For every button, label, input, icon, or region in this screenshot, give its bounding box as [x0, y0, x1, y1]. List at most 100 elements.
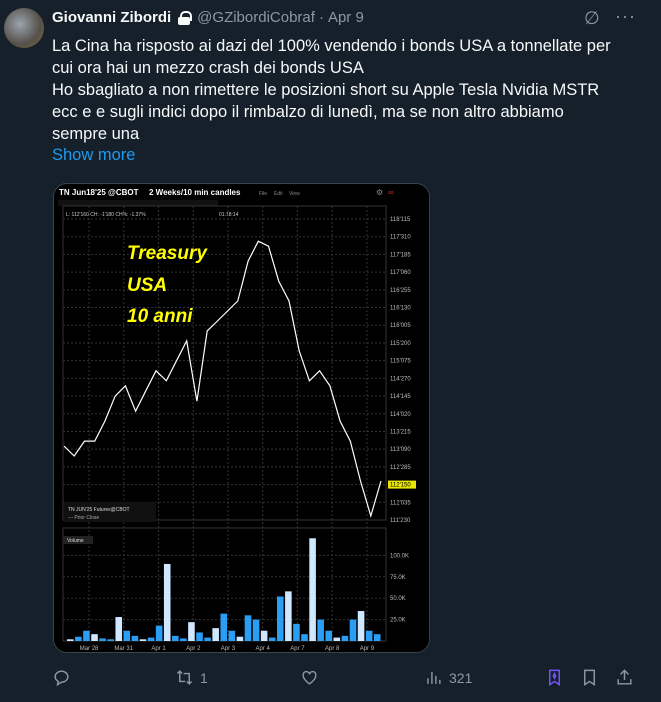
volume-bar — [244, 615, 252, 641]
chart-time: 01:18:14 — [219, 212, 239, 218]
chart-timeframe[interactable]: 2 Weeks/10 min candles — [149, 188, 241, 197]
volume-bar — [293, 623, 300, 641]
chart-info: L: 112'160 CH: -1'180 CH%: -1.37% — [66, 212, 146, 218]
price-tick-label: 117'060 — [390, 270, 411, 276]
link-icon[interactable]: ∞ — [388, 188, 394, 197]
settings-icon[interactable]: ⚙ — [376, 188, 383, 197]
volume-bar — [260, 630, 268, 641]
volume-bar — [349, 619, 357, 641]
volume-bar — [325, 630, 333, 641]
tweet-text: La Cina ha risposto ai dazi del 100% ven… — [52, 35, 642, 145]
avatar[interactable] — [4, 8, 44, 48]
volume-bar — [99, 638, 106, 641]
chart-toolbar[interactable] — [58, 200, 218, 206]
volume-bar — [107, 639, 114, 641]
tweet-actions: 1 321 — [0, 668, 661, 692]
chart-symbol[interactable]: TN Jun18'25 @CBOT — [59, 188, 139, 197]
heart-icon — [302, 670, 317, 685]
volume-bar — [131, 635, 139, 641]
volume-bar — [155, 625, 163, 641]
volume-bar — [268, 637, 276, 641]
volume-bar — [180, 638, 187, 641]
views-count: 321 — [449, 669, 473, 686]
volume-tick-label: 25.0K — [390, 618, 406, 624]
chart-image[interactable]: TN Jun18'25 @CBOT 2 Weeks/10 min candles… — [53, 183, 430, 653]
legend-prior-close: --- Prior Close — [68, 515, 99, 521]
volume-bar — [236, 636, 244, 641]
volume-bar — [277, 596, 284, 641]
volume-bar — [228, 630, 236, 641]
volume-bar — [357, 611, 365, 641]
views-button[interactable]: 321 — [424, 668, 472, 687]
reply-icon — [54, 670, 69, 687]
x-tick-label: Apr 1 — [151, 646, 166, 652]
price-tick-label: 115'200 — [390, 341, 411, 347]
lock-icon — [178, 10, 193, 25]
tweet-line: sempre una — [52, 125, 140, 143]
tweet-line: La Cina ha risposto ai dazi del 100% ven… — [52, 37, 611, 55]
volume-bar — [67, 639, 74, 641]
grok-icon[interactable]: ∅ — [584, 8, 600, 28]
menu-view[interactable]: View — [289, 191, 300, 197]
volume-bar — [139, 639, 147, 641]
x-tick-label: Apr 8 — [325, 646, 340, 652]
volume-bar — [252, 619, 260, 641]
volume-bar — [333, 637, 341, 641]
share-button[interactable] — [615, 668, 634, 687]
x-tick-label: Apr 7 — [290, 646, 305, 652]
price-tick-label: 112'285 — [390, 465, 411, 471]
show-more-link[interactable]: Show more — [52, 146, 136, 164]
volume-bar — [301, 634, 308, 641]
menu-file[interactable]: File — [259, 191, 267, 197]
more-options-icon[interactable]: ··· — [615, 6, 636, 26]
retweet-icon — [176, 670, 193, 685]
retweet-count: 1 — [200, 669, 208, 686]
chart-legend — [64, 502, 156, 522]
volume-label: Volume — [67, 538, 84, 544]
x-tick-label: Apr 3 — [221, 646, 236, 652]
price-line — [63, 240, 382, 519]
price-tick-label: 118'115 — [390, 217, 411, 223]
bookmark-icon — [584, 669, 595, 686]
price-tick-label: 116'255 — [390, 288, 411, 294]
views-icon — [427, 671, 441, 684]
price-tick-label: 117'310 — [390, 235, 411, 241]
price-tick-label: 117'185 — [390, 252, 411, 258]
volume-tick-label: 75.0K — [390, 575, 406, 581]
legend-title: TN JUN'25 Futures@CBOT — [68, 507, 130, 513]
price-tick-label: 114'270 — [390, 376, 411, 382]
annotation-line: 10 anni — [127, 306, 193, 327]
price-tick-label: 114'145 — [390, 394, 411, 400]
volume-bar — [373, 634, 381, 641]
grok-bookmark-icon — [549, 669, 560, 686]
volume-bar — [220, 613, 228, 641]
volume-bar — [75, 636, 82, 641]
x-tick-label: Mar 31 — [114, 646, 133, 652]
price-tick-label: 114'020 — [390, 412, 411, 418]
author-name[interactable]: Giovanni Zibordi — [52, 9, 172, 26]
price-tick-label: 112'035 — [390, 500, 411, 506]
like-button[interactable] — [300, 668, 325, 687]
volume-bar — [317, 619, 324, 641]
price-tick-label: 116'005 — [390, 323, 411, 329]
tweet-line: cui ora hai un mezzo crash dei bonds USA — [52, 59, 364, 77]
retweet-button[interactable]: 1 — [175, 668, 208, 687]
volume-bar — [309, 538, 316, 641]
tweet-header: Giovanni Zibordi @GZibordiCobraf · Apr 9 — [52, 9, 364, 26]
menu-edit[interactable]: Edit — [274, 191, 283, 197]
volume-bar — [115, 617, 123, 641]
volume-bar — [365, 630, 373, 641]
grok-bookmark-button[interactable] — [545, 668, 564, 687]
reply-button[interactable] — [52, 668, 77, 687]
volume-tick-label: 100.0K — [390, 553, 409, 559]
volume-bar — [285, 591, 292, 641]
author-handle[interactable]: @GZibordiCobraf — [197, 9, 315, 26]
separator: · — [318, 9, 324, 26]
x-tick-label: Mar 28 — [80, 646, 99, 652]
tweet-date[interactable]: Apr 9 — [327, 9, 364, 26]
tweet-line: ecc e e sugli indici dopo il rimbalzo di… — [52, 103, 564, 121]
bookmark-button[interactable] — [580, 668, 599, 687]
price-tick-label: 115'075 — [390, 359, 411, 365]
annotation-line: USA — [127, 275, 167, 296]
volume-bar — [123, 630, 131, 641]
